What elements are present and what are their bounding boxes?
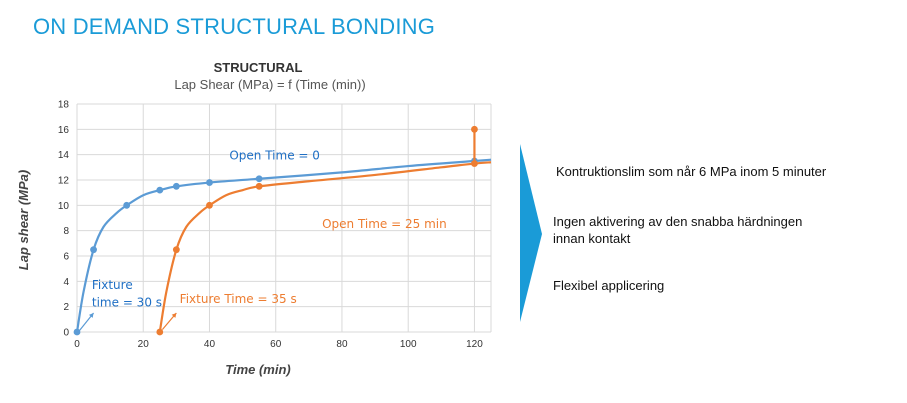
y-tick-label: 8 [63, 226, 69, 237]
annotation-label: Open Time = 0 [229, 149, 320, 163]
y-tick-label: 0 [63, 328, 69, 339]
y-tick-label: 12 [58, 176, 70, 187]
x-tick-label: 60 [270, 339, 282, 350]
data-point [156, 186, 164, 194]
data-point [123, 201, 131, 209]
y-axis-title: Lap shear (MPa) [16, 170, 31, 270]
data-point [255, 182, 263, 190]
data-point [206, 179, 213, 186]
data-point [90, 246, 97, 254]
data-point [471, 160, 478, 167]
data-point [172, 182, 180, 190]
chart-subtitle: Lap Shear (MPa) = f (Time (min)) [174, 77, 365, 92]
annotation-label: Open Time = 25 min [322, 217, 447, 231]
data-point [206, 201, 213, 209]
chart-annotations: Open Time = 0 Open Time = 25 min Fixture ti… [78, 149, 447, 332]
y-tick-label: 18 [58, 100, 70, 111]
pointer-arrowhead [171, 313, 177, 318]
annotation-label: Fixture Time = 35 s [180, 292, 297, 306]
y-tick-label: 16 [58, 125, 70, 136]
x-tick-label: 80 [336, 339, 348, 350]
annotation-label: Fixture [92, 278, 133, 292]
x-tick-label: 0 [74, 339, 80, 350]
chevron-arrow-icon [520, 144, 542, 322]
x-tick-label: 100 [400, 339, 417, 350]
x-tick-label: 40 [204, 339, 216, 350]
y-tick-label: 2 [63, 302, 69, 313]
bullet-no-activation: Ingen aktivering av den snabba härdninge… [553, 214, 803, 229]
axis-ticks: 0 2 4 6 8 10 12 14 16 18 0 20 40 60 80 100 120 [58, 100, 483, 351]
bullet-no-activation-cont: innan kontakt [553, 231, 631, 246]
y-tick-label: 4 [63, 277, 69, 288]
data-point [172, 246, 180, 254]
series-line-1 [158, 161, 492, 333]
data-point [255, 175, 263, 183]
chart-series [73, 125, 492, 336]
chart-title: STRUCTURAL [214, 60, 303, 75]
y-tick-label: 14 [58, 150, 70, 161]
y-tick-label: 10 [58, 201, 70, 212]
x-tick-label: 20 [138, 339, 150, 350]
bullet-fast-strength: Kontruktionslim som når 6 MPa inom 5 min… [556, 164, 827, 179]
x-axis-title: Time (min) [225, 362, 291, 377]
chart-grid [76, 103, 492, 333]
page-title: ON DEMAND STRUCTURAL BONDING [33, 14, 436, 39]
y-tick-label: 6 [63, 252, 69, 263]
data-point [156, 328, 164, 336]
annotation-label: time = 30 s [92, 296, 162, 310]
data-point [471, 125, 478, 133]
data-point [73, 328, 81, 336]
x-tick-label: 120 [466, 339, 483, 350]
bullet-flexible: Flexibel applicering [553, 278, 665, 293]
pointer-arrowhead [88, 313, 94, 318]
